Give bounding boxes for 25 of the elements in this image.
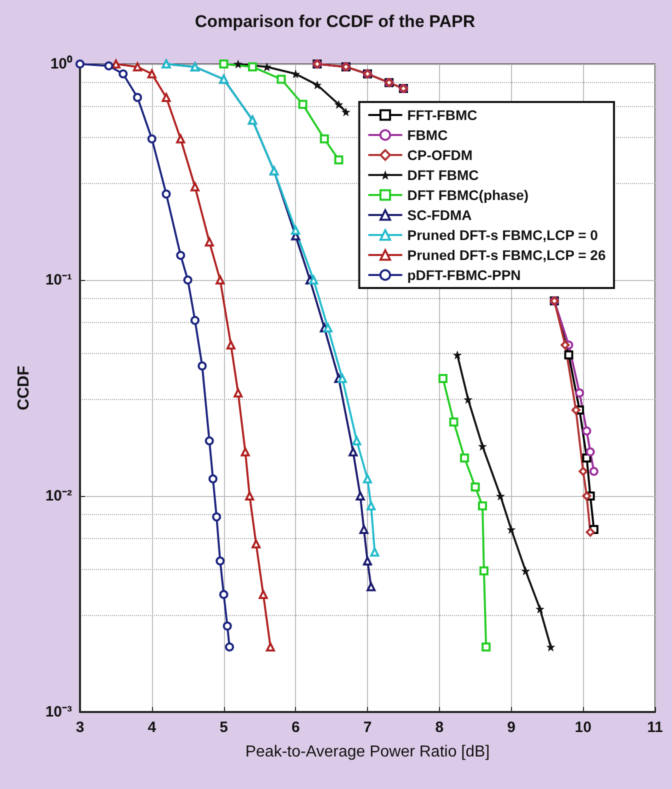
legend-label: DFT FBMC [407, 167, 479, 183]
legend-label: FBMC [407, 127, 448, 143]
x-tick-label: 4 [148, 719, 157, 736]
y-tick-label: 10⁻² [45, 488, 72, 504]
x-tick-label: 11 [647, 719, 663, 736]
y-axis-title: CCDF [16, 366, 32, 410]
legend-label: Pruned DFT-s FBMC,LCP = 26 [407, 247, 606, 263]
x-tick-label: 9 [507, 719, 516, 736]
legend-label: Pruned DFT-s FBMC,LCP = 0 [407, 227, 598, 243]
y-tick-label: 10⁰ [50, 54, 73, 72]
legend-label: SC-FDMA [407, 207, 472, 223]
x-tick-label: 8 [435, 719, 444, 736]
x-tick-label: 3 [76, 719, 84, 736]
x-tick-label: 5 [220, 719, 228, 736]
legend-label: DFT FBMC(phase) [407, 187, 529, 203]
y-tick-label: 10⁻³ [45, 704, 72, 720]
chart-title: Comparison for CCDF of the PAPR [194, 12, 476, 31]
x-axis-title: Peak-to-Average Power Ratio [dB] [245, 744, 490, 760]
x-tick-label: 10 [574, 719, 592, 736]
legend-label: CP-OFDM [407, 147, 473, 163]
legend-label: pDFT-FBMC-PPN [407, 267, 521, 283]
y-tick-label: 10⁻¹ [45, 272, 72, 288]
legend-label: FFT-FBMC [407, 107, 478, 123]
x-tick-label: 7 [363, 719, 372, 736]
x-tick-label: 6 [291, 719, 300, 736]
